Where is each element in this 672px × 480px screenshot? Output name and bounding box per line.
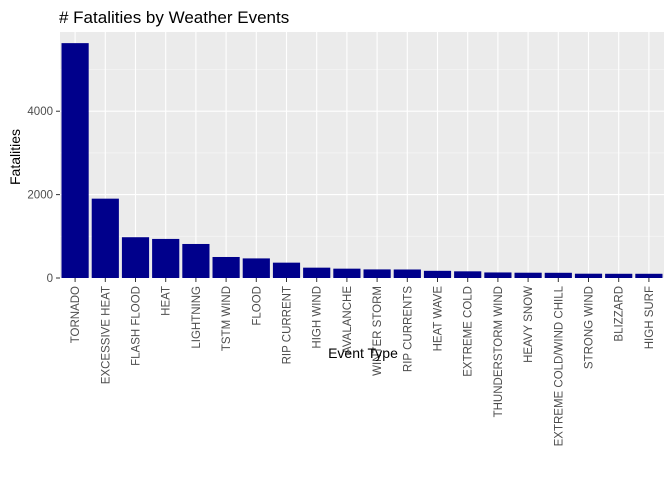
bar-heavy-snow (514, 272, 542, 278)
x-tick-label: THUNDERSTORM WIND (493, 286, 505, 417)
x-tick-label: HEAT (161, 286, 173, 316)
bar-high-wind (303, 267, 331, 278)
x-tick-label: HEAVY SNOW (523, 286, 535, 363)
bar-high-surf (635, 273, 663, 278)
minor-gridlines (60, 69, 664, 237)
bar-extreme-cold (454, 271, 482, 278)
x-tick-label: BLIZZARD (614, 286, 626, 342)
bar-flash-flood (121, 237, 150, 278)
x-tick-label: RIP CURRENT (282, 286, 294, 364)
bar-extreme-cold-wind-chill (544, 272, 572, 278)
major-gridlines (60, 32, 664, 279)
y-tick-label: 2000 (27, 190, 53, 202)
bar-lightning (182, 243, 210, 278)
x-tick-label: HIGH WIND (312, 286, 324, 349)
bar-rip-current (272, 262, 301, 278)
x-tick-label: FLASH FLOOD (131, 286, 143, 366)
plot-panel (60, 32, 664, 278)
bars (61, 43, 663, 279)
bar-rip-currents (393, 269, 421, 278)
x-tick-label: RIP CURRENTS (402, 286, 414, 372)
bar-avalanche (333, 268, 361, 278)
x-axis: TORNADO EXCESSIVE HEAT FLASH FLOOD HEAT LIGH… (70, 278, 656, 446)
x-tick-label: HEAT WAVE (433, 286, 445, 352)
y-tick-label: 4000 (27, 106, 53, 118)
x-tick-label: EXCESSIVE HEAT (100, 286, 112, 384)
bar-heat-wave (423, 270, 452, 278)
bar-flood (242, 258, 270, 278)
x-tick-label: AVALANCHE (342, 286, 354, 354)
x-tick-label: LIGHTNING (191, 286, 203, 349)
x-tick-label: FLOOD (251, 286, 263, 326)
x-tick-label: EXTREME COLD/WIND CHILL (553, 285, 565, 446)
x-tick-label: HIGH SURF (644, 286, 656, 349)
x-tick-label: TORNADO (70, 286, 82, 343)
y-axis: 0 2000 4000 (27, 106, 60, 285)
x-tick-label: WINTER STORM (372, 286, 384, 376)
bar-thunderstorm-wind (484, 272, 512, 278)
bar-tornado (61, 43, 89, 279)
bar-winter-storm (363, 269, 391, 278)
bar-tstm-wind (212, 256, 240, 278)
bar-blizzard (605, 273, 633, 278)
chart-title: # Fatalities by Weather Events (59, 8, 289, 27)
bar-strong-wind (574, 273, 603, 278)
x-tick-label: STRONG WIND (584, 286, 596, 369)
bar-heat (152, 238, 180, 278)
x-tick-label: EXTREME COLD (463, 286, 475, 377)
x-tick-label: TSTM WIND (221, 286, 233, 351)
x-axis-title: Event Type (328, 345, 398, 361)
bar-excessive-heat (91, 198, 119, 278)
y-tick-label: 0 (47, 273, 53, 285)
y-axis-title: Fatalities (7, 129, 23, 185)
